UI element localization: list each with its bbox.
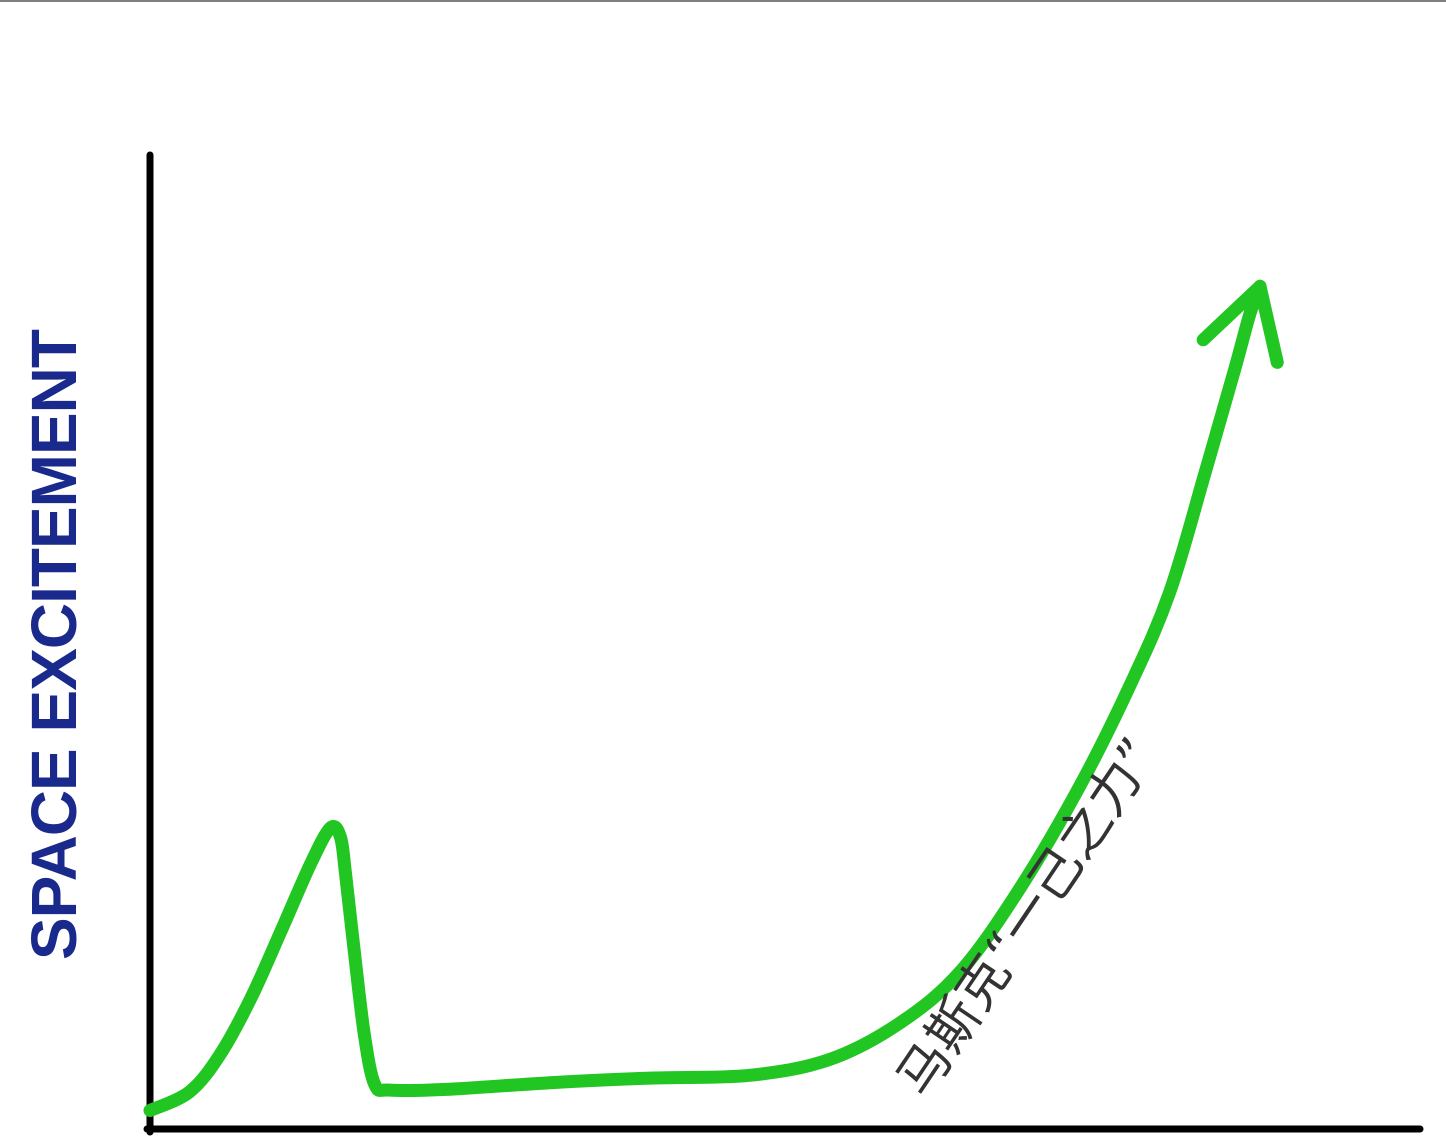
y-axis-label: SPACE EXCITEMENT bbox=[18, 329, 90, 960]
image-top-border bbox=[0, 0, 1446, 2]
chart-annotation: 马斯克“一己之力” bbox=[886, 728, 1169, 1107]
chart-axes bbox=[143, 151, 1424, 1136]
series-line-0 bbox=[143, 279, 1267, 1117]
series-layer bbox=[143, 279, 1284, 1117]
series-arrowhead-0 bbox=[1196, 279, 1284, 369]
